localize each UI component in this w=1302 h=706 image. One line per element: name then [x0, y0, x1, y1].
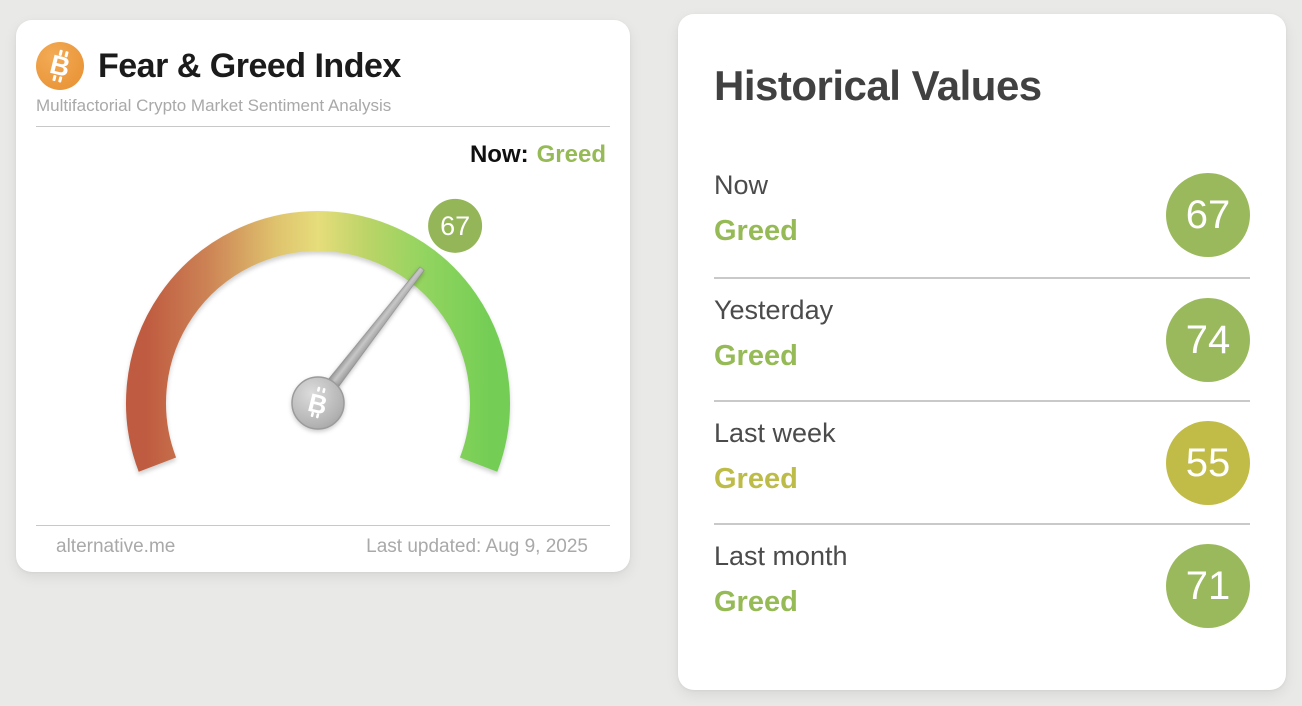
last-updated-text: Last updated: Aug 9, 2025 [366, 536, 588, 557]
row-classification: Greed [714, 340, 798, 372]
row-value-badge: 67 [1166, 173, 1250, 257]
row-value-badge: 55 [1166, 421, 1250, 505]
now-label: Now: [469, 141, 529, 168]
now-classification: Greed [536, 141, 606, 168]
historical-values-card: Historical Values Now Greed 67 Yesterday… [678, 14, 1286, 690]
gauge-card-header: B Fear & Greed Index Multifactorial Cryp… [16, 20, 630, 116]
row-label: Yesterday [714, 295, 834, 325]
gauge-badge-value: 67 [440, 211, 470, 241]
history-row-yesterday: Yesterday Greed 74 [714, 277, 1250, 400]
row-label: Last month [714, 541, 848, 571]
history-row-now: Now Greed 67 [714, 154, 1250, 277]
header-divider [36, 126, 610, 127]
source-link[interactable]: alternative.me [56, 536, 176, 557]
row-value-badge: 74 [1166, 298, 1250, 382]
row-label: Last week [714, 418, 836, 448]
row-classification: Greed [714, 586, 798, 618]
row-value-badge: 71 [1166, 544, 1250, 628]
row-classification: Greed [714, 215, 798, 247]
fear-greed-gauge: B 67 [126, 198, 510, 472]
row-label: Now [714, 170, 769, 200]
historical-values-list: Now Greed 67 Yesterday Greed 74 Last wee… [714, 154, 1250, 646]
bitcoin-icon: B [36, 42, 84, 90]
gauge-value-badge: 67 [428, 198, 483, 253]
gauge-arc [126, 211, 510, 472]
subtitle: Multifactorial Crypto Market Sentiment A… [36, 96, 392, 115]
history-row-last-week: Last week Greed 55 [714, 400, 1250, 523]
gauge-badge-circle [428, 198, 483, 253]
history-row-last-month: Last month Greed 71 [714, 523, 1250, 646]
historical-values-title: Historical Values [714, 62, 1042, 109]
page-title: Fear & Greed Index [98, 46, 401, 85]
gauge-hub-bitcoin-icon: B [291, 376, 345, 430]
fear-greed-card: B Fear & Greed Index Multifactorial Cryp… [16, 20, 630, 572]
gauge-card-footer: alternative.me Last updated: Aug 9, 2025 [36, 525, 610, 558]
row-classification: Greed [714, 463, 798, 495]
now-status-line: Now: Greed [16, 127, 630, 169]
